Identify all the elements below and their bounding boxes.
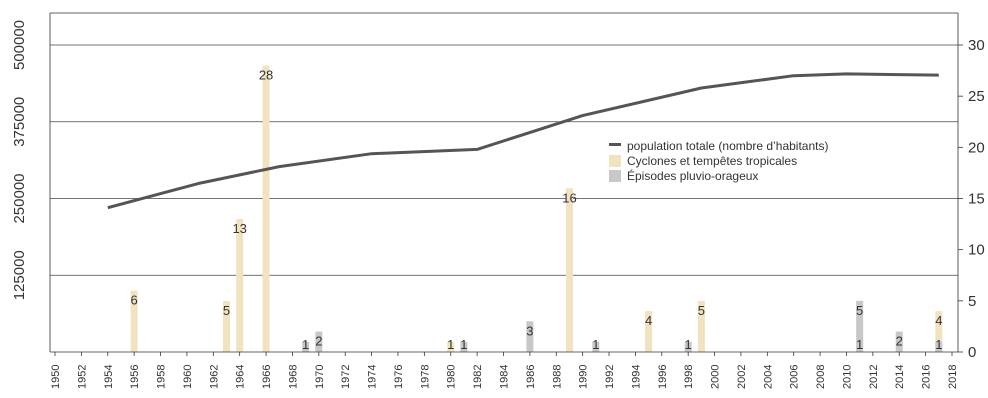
x-axis-tick-label: 2008 — [815, 365, 827, 389]
right-axis-tick-label: 20 — [968, 139, 985, 156]
x-axis-tick-label: 2012 — [868, 365, 880, 389]
x-axis-tick-label: 1990 — [578, 365, 590, 389]
legend-swatch-bar — [609, 155, 621, 167]
legend-swatch-bar — [609, 170, 621, 182]
x-axis-tick-label: 2010 — [841, 365, 853, 389]
bar-data-label: 3 — [526, 323, 533, 338]
x-axis-tick-label: 2018 — [947, 365, 959, 389]
bar-data-label: 16 — [562, 190, 576, 205]
bar — [566, 188, 573, 352]
x-axis-tick-label: 1956 — [129, 365, 141, 389]
x-axis-tick-label: 1958 — [156, 365, 168, 389]
bar-data-label: 1 — [302, 337, 309, 352]
legend-swatch-line — [609, 143, 621, 146]
right-axis-tick-label: 30 — [968, 37, 985, 54]
bar — [236, 219, 243, 352]
left-axis-tick-label: 500000 — [11, 20, 28, 70]
x-axis-tick-label: 1960 — [182, 365, 194, 389]
bar-data-label: 2 — [315, 334, 322, 349]
x-axis-tick-label: 1970 — [314, 365, 326, 389]
x-axis-tick-label: 2002 — [736, 365, 748, 389]
bar-data-label: 5 — [856, 303, 863, 318]
x-axis-tick-label: 2004 — [762, 365, 774, 389]
bar-data-label: 1 — [856, 337, 863, 352]
bar-data-label: 28 — [259, 67, 273, 82]
x-axis-tick-label: 2014 — [894, 365, 906, 389]
bar-data-label: 5 — [698, 303, 705, 318]
x-axis-tick-label: 1950 — [50, 365, 62, 389]
x-axis-tick-label: 1988 — [551, 365, 563, 389]
x-axis-tick-label: 1954 — [103, 365, 115, 389]
x-axis-tick-label: 1952 — [76, 365, 88, 389]
left-axis-tick-label: 375000 — [11, 97, 28, 147]
right-axis-tick-label: 15 — [968, 191, 985, 208]
bar-data-label: 6 — [131, 293, 138, 308]
x-axis-tick-label: 1980 — [446, 365, 458, 389]
bar-data-label: 4 — [645, 313, 652, 328]
x-axis-tick-label: 1962 — [208, 365, 220, 389]
x-axis-tick-label: 2000 — [710, 365, 722, 389]
x-axis-tick-label: 1968 — [287, 365, 299, 389]
bar-data-label: 1 — [592, 337, 599, 352]
x-axis-tick-label: 1994 — [630, 365, 642, 389]
x-axis-tick-label: 1982 — [472, 365, 484, 389]
x-axis-tick-label: 2006 — [789, 365, 801, 389]
legend-label: Cyclones et tempêtes tropicales — [627, 154, 797, 168]
left-axis-tick-label: 125000 — [11, 250, 28, 300]
x-axis-tick-label: 2016 — [921, 365, 933, 389]
bar-data-label: 1 — [685, 337, 692, 352]
right-axis-tick-label: 10 — [968, 242, 985, 259]
x-axis-tick-label: 1964 — [235, 365, 247, 389]
right-axis-tick-label: 0 — [968, 344, 976, 361]
bar-data-label: 1 — [447, 337, 454, 352]
bar — [263, 65, 270, 352]
x-axis-tick-label: 1984 — [499, 365, 511, 389]
x-axis-tick-label: 1974 — [367, 365, 379, 389]
x-axis-tick-label: 1972 — [340, 365, 352, 389]
x-axis-tick-label: 1998 — [683, 365, 695, 389]
bar-data-label: 5 — [223, 303, 230, 318]
bar-data-label: 1 — [935, 337, 942, 352]
legend-label: Épisodes pluvio-orageux — [627, 168, 758, 183]
left-axis-tick-label: 250000 — [11, 173, 28, 223]
legend-label: population totale (nombre d’habitants) — [627, 139, 828, 153]
right-axis-tick-label: 25 — [968, 88, 985, 105]
x-axis-tick-label: 1996 — [657, 365, 669, 389]
bar-data-label: 2 — [896, 334, 903, 349]
right-axis-tick-label: 5 — [968, 293, 976, 310]
x-axis-tick-label: 1992 — [604, 365, 616, 389]
bar-data-label: 4 — [935, 313, 942, 328]
x-axis-tick-label: 1966 — [261, 365, 273, 389]
bar-data-label: 1 — [460, 337, 467, 352]
x-axis-tick-label: 1976 — [393, 365, 405, 389]
x-axis-tick-label: 1986 — [525, 365, 537, 389]
bar-data-label: 13 — [232, 221, 246, 236]
x-axis-tick-label: 1978 — [419, 365, 431, 389]
